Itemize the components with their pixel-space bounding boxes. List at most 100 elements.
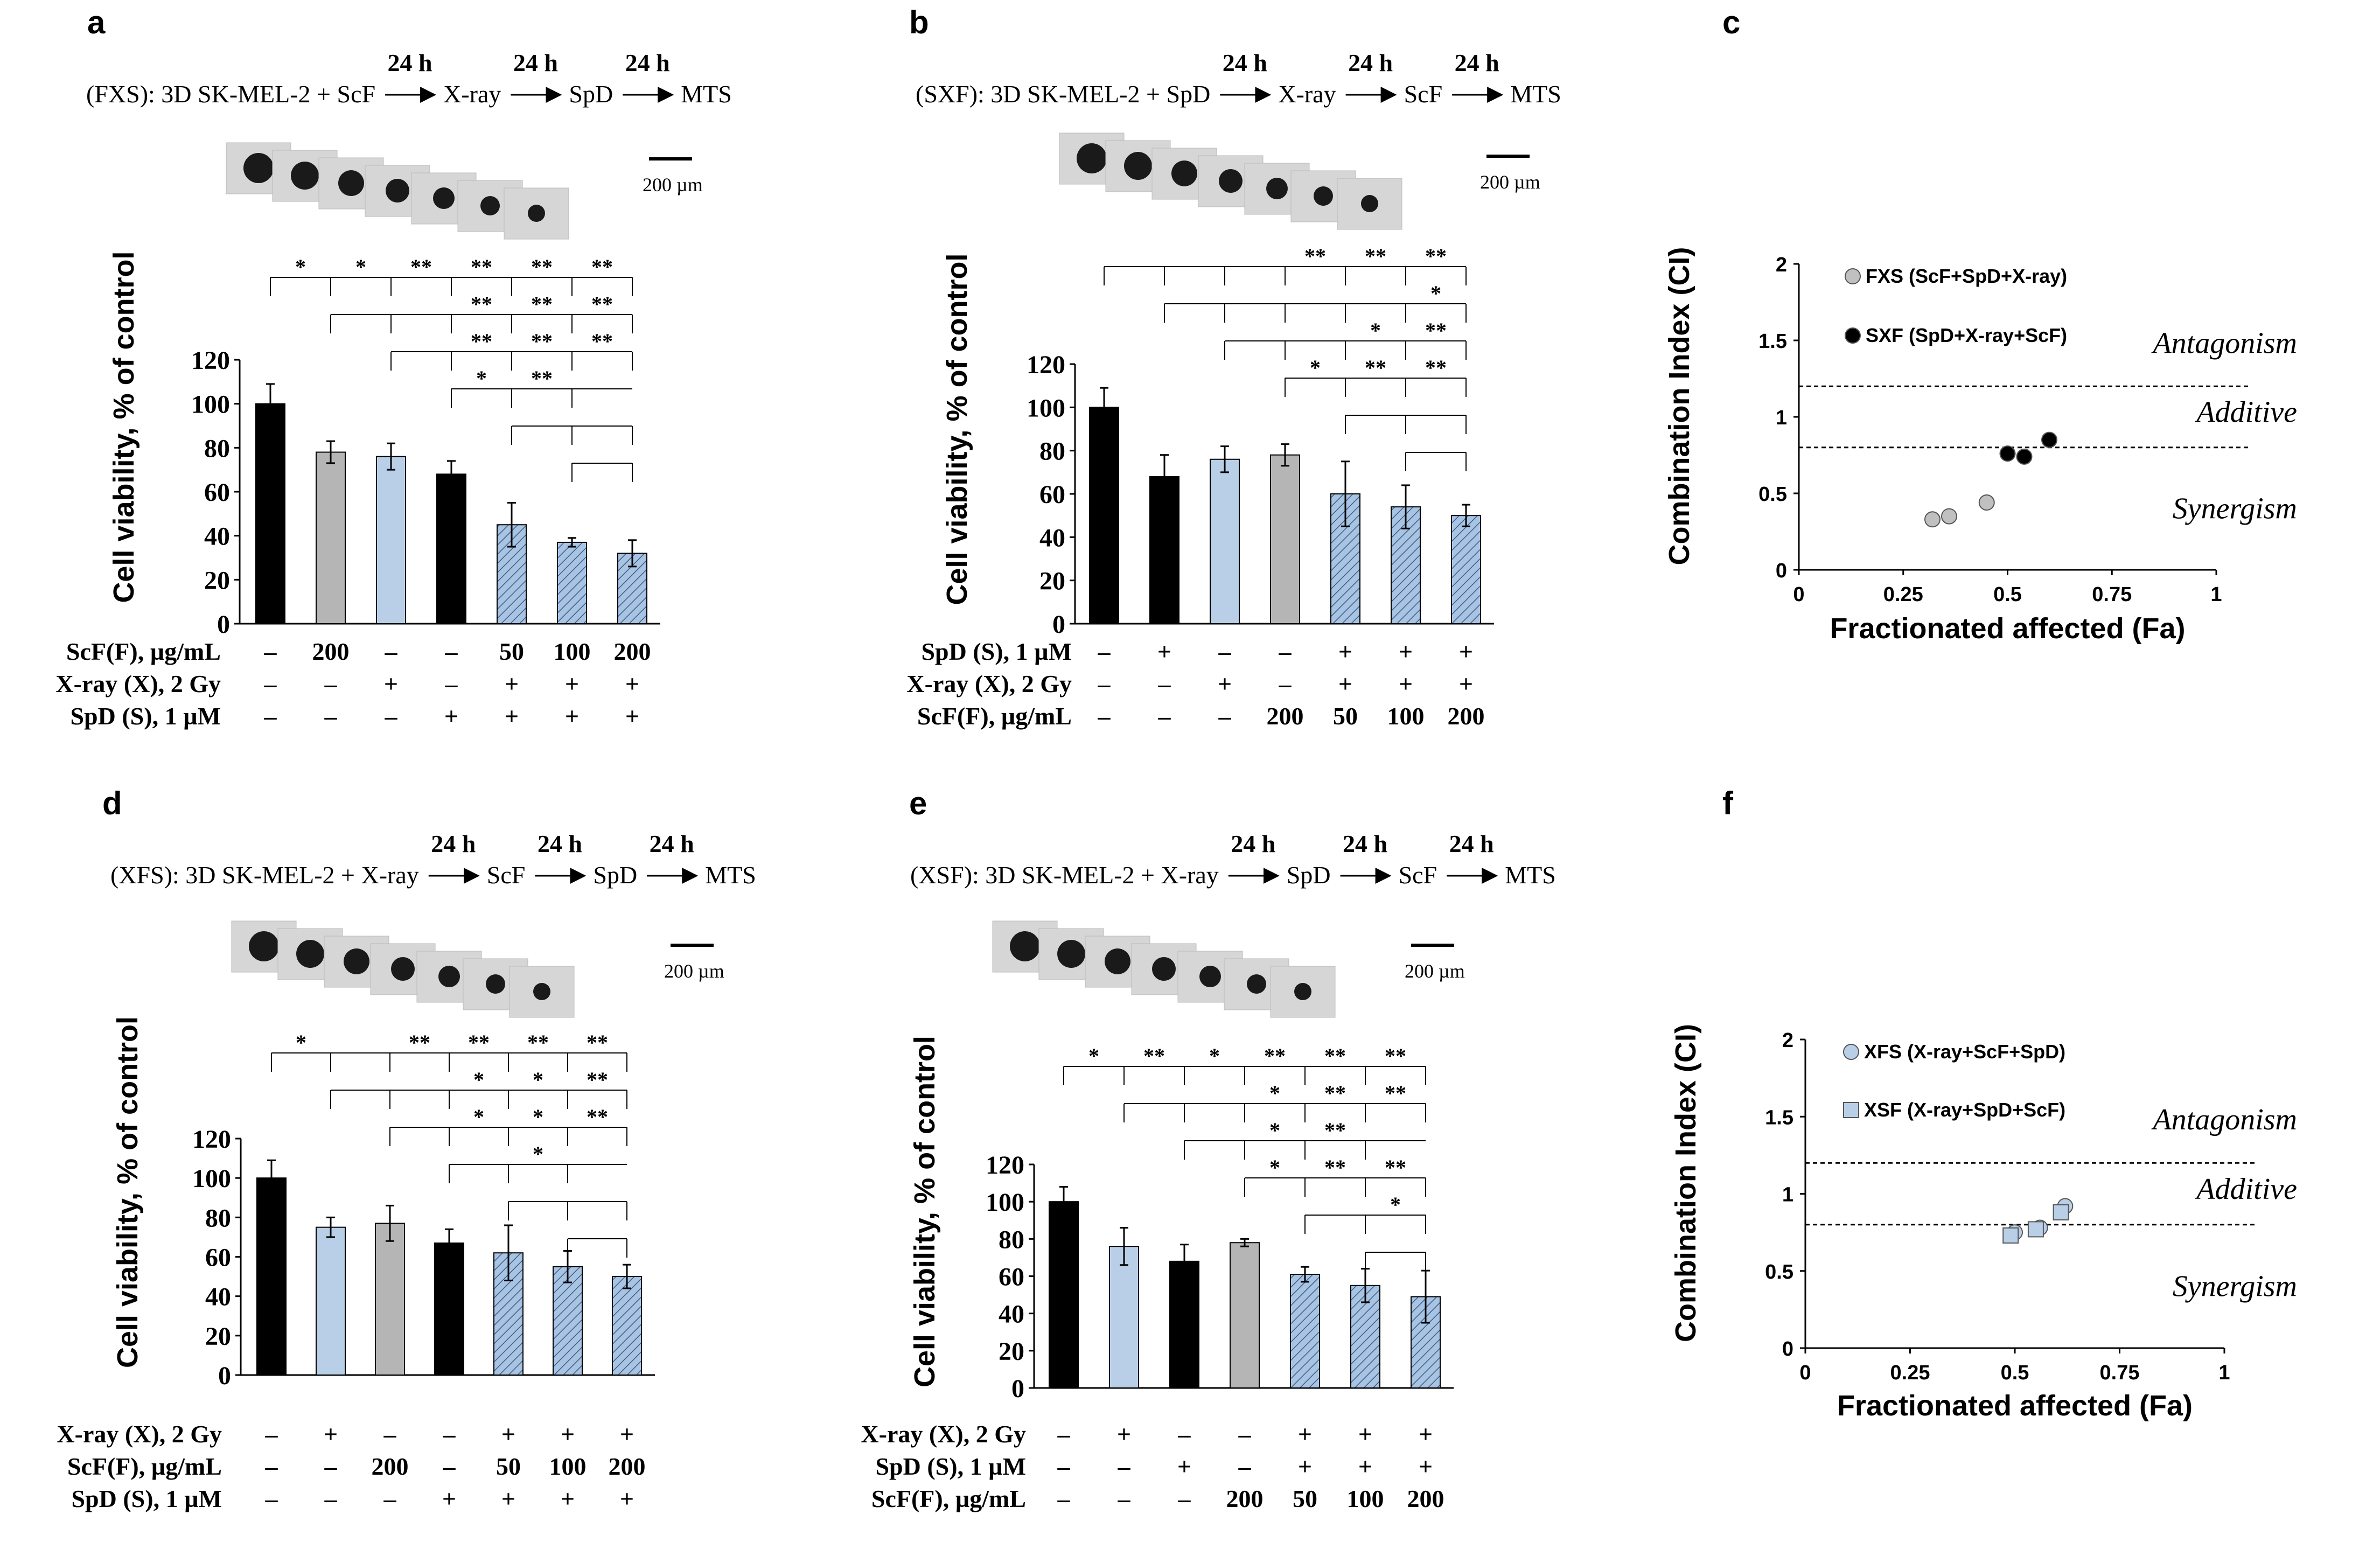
x-tick-label: 0.25: [1883, 583, 1923, 606]
bar: [256, 1177, 287, 1376]
spheroid: [1105, 948, 1130, 974]
sig-star: *: [1269, 1155, 1280, 1180]
spheroid: [1010, 931, 1040, 961]
y-tick-label: 100: [191, 390, 230, 419]
step-label: ScF: [487, 861, 526, 889]
condition-mark: +: [620, 1485, 634, 1512]
sig-star: *: [533, 1142, 543, 1166]
bar: [255, 403, 285, 625]
sig-star: **: [587, 1067, 608, 1092]
x-axis-label: Fractionated affected (Fa): [1837, 1390, 2193, 1422]
y-tick-label: 80: [1039, 437, 1065, 466]
spheroid: [1266, 178, 1288, 199]
protocol-text: (XFS): 3D SK-MEL-2 + X-ray: [110, 861, 419, 889]
interval-label: 24 h: [513, 49, 558, 76]
y-tick-label: 40: [999, 1300, 1024, 1329]
bar: [1451, 515, 1481, 625]
condition-label: ScF(F), µg/mL: [871, 1485, 1026, 1512]
y-tick-label: 0: [1782, 1338, 1793, 1360]
y-tick-label: 20: [204, 566, 230, 595]
y-tick-label: 2: [1776, 254, 1787, 276]
panel-letter: e: [909, 785, 927, 821]
x-tick-label: 0: [1799, 1362, 1811, 1384]
data-point: [1999, 445, 2016, 462]
sig-star: **: [471, 255, 492, 279]
bar: [1230, 1242, 1260, 1389]
interval-label: 24 h: [1348, 49, 1393, 76]
condition-mark: –: [1178, 1485, 1191, 1512]
sig-star: *: [1370, 318, 1381, 343]
condition-mark: +: [1338, 670, 1352, 697]
sig-star: **: [1385, 1081, 1406, 1105]
condition-mark: 100: [1387, 702, 1425, 730]
spheroid: [1361, 195, 1378, 212]
sig-star: **: [587, 1030, 608, 1055]
sig-star: **: [468, 1030, 490, 1055]
zone-label: Antagonism: [2151, 1103, 2297, 1136]
protocol-text: (XSF): 3D SK-MEL-2 + X-ray: [910, 861, 1219, 889]
panel-a: a (FXS): 3D SK-MEL-2 + ScF 24 h X-ray 24 h Sp…: [55, 4, 731, 730]
legend-marker: [1845, 327, 1861, 344]
sig-star: **: [1324, 1118, 1346, 1142]
data-point: [2027, 1221, 2044, 1238]
condition-mark: –: [383, 1420, 397, 1448]
condition-mark: 100: [1347, 1485, 1384, 1512]
legend-entry: XSF (X-ray+SpD+ScF): [1864, 1099, 2065, 1121]
condition-mark: +: [1399, 638, 1413, 665]
condition-mark: 50: [1333, 702, 1358, 730]
zone-label: Additive: [2194, 1173, 2297, 1206]
condition-mark: +: [1298, 1453, 1312, 1480]
condition-mark: +: [1117, 1420, 1131, 1448]
sig-star: *: [1269, 1118, 1280, 1142]
y-tick-label: 100: [986, 1188, 1024, 1217]
sig-star: **: [1304, 244, 1326, 268]
spheroid: [528, 205, 545, 222]
panel-d: d (XFS): 3D SK-MEL-2 + X-ray 24 h ScF 24 h Sp…: [57, 785, 756, 1512]
step-label: SpD: [569, 80, 613, 108]
interval-label: 24 h: [388, 49, 432, 76]
spheroid: [296, 940, 324, 968]
condition-mark: +: [501, 1420, 515, 1448]
y-tick-label: 80: [204, 434, 230, 463]
spheroid: [344, 948, 369, 974]
x-tick-label: 0.75: [2092, 583, 2132, 606]
condition-mark: –: [383, 1485, 397, 1512]
spheroid: [1077, 143, 1107, 173]
condition-label: ScF(F), µg/mL: [67, 1453, 222, 1480]
interval-label: 24 h: [650, 830, 694, 857]
condition-label: X-ray (X), 2 Gy: [57, 1420, 222, 1448]
y-axis-label: Cell viability, % of control: [909, 1036, 941, 1387]
bar: [557, 541, 587, 625]
sig-star: **: [1425, 318, 1447, 343]
condition-mark: –: [1057, 1453, 1071, 1480]
interval-label: 24 h: [625, 49, 670, 76]
condition-mark: 200: [609, 1453, 646, 1480]
bar: [434, 1242, 464, 1376]
interval-label: 24 h: [1449, 830, 1494, 857]
spheroid: [1171, 161, 1197, 186]
protocol-text: (SXF): 3D SK-MEL-2 + SpD: [916, 80, 1210, 108]
bar: [1049, 1201, 1079, 1389]
panel-e: e (XSF): 3D SK-MEL-2 + X-ray 24 h SpD 24 h Sc…: [861, 785, 1555, 1512]
sig-star: **: [1324, 1081, 1346, 1105]
bar: [1169, 1260, 1199, 1389]
zone-label: Antagonism: [2151, 327, 2297, 360]
y-tick-label: 40: [1039, 524, 1065, 552]
spheroid: [386, 179, 409, 203]
zone-label: Synergism: [2173, 1269, 2297, 1303]
bar: [375, 1223, 405, 1376]
condition-mark: –: [324, 702, 338, 730]
condition-mark: +: [1358, 1420, 1372, 1448]
condition-mark: 100: [549, 1453, 587, 1480]
step-label: SpD: [1287, 861, 1331, 889]
condition-mark: –: [1218, 702, 1232, 730]
legend-marker: [1843, 1044, 1859, 1060]
sig-star: **: [1425, 244, 1447, 268]
y-tick-label: 120: [1027, 351, 1065, 379]
sig-star: **: [1385, 1044, 1406, 1068]
condition-mark: –: [1279, 670, 1292, 697]
condition-mark: –: [1118, 1485, 1131, 1512]
x-tick-label: 0.75: [2100, 1362, 2140, 1384]
condition-mark: –: [264, 638, 277, 665]
